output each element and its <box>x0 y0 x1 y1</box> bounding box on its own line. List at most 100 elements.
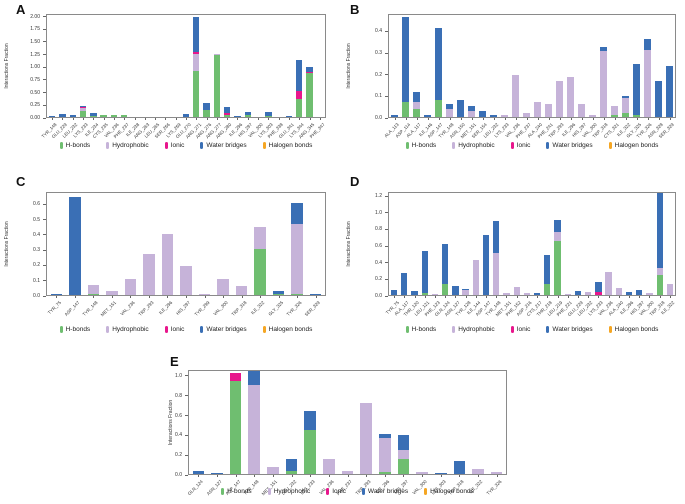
x-tick-mark <box>297 296 299 298</box>
x-tick-mark <box>424 296 426 298</box>
legend-label: H-bonds <box>411 142 437 149</box>
panel-letter: B <box>350 2 360 17</box>
bar-segment <box>229 380 242 474</box>
bar-segment <box>622 112 629 117</box>
legend-swatch <box>608 326 612 333</box>
y-tick-mark <box>185 434 188 436</box>
bar-segment <box>296 59 303 92</box>
y-tick-mark <box>185 454 188 456</box>
legend-item: H-bonds <box>59 326 90 333</box>
bar-segment <box>523 292 531 295</box>
legend-swatch <box>262 142 266 149</box>
y-tick-label: 0.1 <box>375 93 382 100</box>
bar-segment <box>79 106 87 108</box>
bar-segment <box>106 290 118 295</box>
x-tick-mark <box>475 296 477 298</box>
x-tick-mark <box>482 118 484 120</box>
bar-segment <box>493 220 500 254</box>
legend-item: Water bridges <box>200 142 247 149</box>
x-tick-mark <box>186 118 187 120</box>
x-tick-label: TYR_148 <box>81 300 99 317</box>
bar-segment <box>646 293 653 295</box>
bar-segment <box>656 193 663 268</box>
bar-segment <box>291 223 303 294</box>
bar-segment <box>244 115 251 117</box>
bar-segment <box>457 100 464 117</box>
bar-segment <box>391 114 398 117</box>
bar-segment <box>306 71 313 73</box>
legend-label: Halogen bonds <box>268 142 313 149</box>
x-tick-mark <box>449 118 451 120</box>
x-tick-mark <box>537 118 539 120</box>
bars-area <box>189 371 506 474</box>
bar-segment <box>544 284 551 295</box>
x-tick-mark <box>636 118 638 120</box>
x-tick-mark <box>52 118 54 120</box>
y-tick-mark <box>43 295 46 297</box>
y-tick-mark <box>385 262 388 264</box>
legend-swatch <box>405 326 409 333</box>
y-tick-mark <box>385 278 388 280</box>
legend-swatch <box>164 326 168 333</box>
bar-segment <box>402 102 409 117</box>
x-tick-mark <box>581 118 583 120</box>
bar-segment <box>534 102 541 117</box>
y-tick-label: 0.2 <box>375 276 382 283</box>
bar-segment <box>468 110 475 117</box>
y-tick-mark <box>43 219 46 221</box>
bar-segment <box>446 104 453 109</box>
bar-segment <box>622 95 629 98</box>
bar-segment <box>490 114 497 117</box>
legend-item: Halogen bonds <box>262 326 312 333</box>
bar-segment <box>605 271 612 295</box>
legend-item: Halogen bonds <box>424 488 474 495</box>
x-tick-mark <box>254 475 256 477</box>
x-tick-mark <box>83 118 85 120</box>
legend-item: Hydrophobic <box>452 142 495 149</box>
y-tick-mark <box>43 79 46 81</box>
bar-segment <box>655 80 662 117</box>
bar-segment <box>198 293 211 295</box>
x-tick-mark <box>237 118 239 120</box>
bar-segment <box>501 114 508 117</box>
x-tick-mark <box>196 118 198 120</box>
x-tick-label: TYR_299 <box>193 300 211 317</box>
x-tick-mark <box>404 296 406 298</box>
y-tick-label: 1.00 <box>30 64 40 71</box>
x-tick-mark <box>625 118 627 120</box>
x-tick-mark <box>526 118 528 120</box>
y-tick-mark <box>385 195 388 197</box>
x-tick-mark <box>235 475 237 477</box>
x-tick-mark <box>598 296 600 298</box>
bar-segment <box>462 290 469 295</box>
panel-letter: A <box>16 2 26 17</box>
y-tick-mark <box>385 295 388 297</box>
y-tick-label: 0.5 <box>33 216 40 223</box>
x-tick-mark <box>74 296 76 298</box>
bars-area <box>47 193 325 295</box>
bar-segment <box>379 472 391 474</box>
bar-segment <box>180 265 192 295</box>
legend-label: Halogen bonds <box>614 142 659 149</box>
bar-segment <box>600 51 607 117</box>
x-tick-mark <box>260 296 262 298</box>
x-tick-mark <box>659 296 661 298</box>
bar-segment <box>656 274 663 295</box>
bar-segment <box>296 91 303 99</box>
bar-segment <box>544 255 551 285</box>
x-tick-mark <box>155 118 157 120</box>
x-tick-label: VAL_236 <box>119 300 136 317</box>
x-tick-mark <box>496 475 498 477</box>
x-tick-mark <box>394 296 396 298</box>
legend-item: Ionic <box>510 326 530 333</box>
legend-label: Hydrophobic <box>112 142 149 149</box>
bar-segment <box>574 290 582 295</box>
x-tick-mark <box>537 296 539 298</box>
x-tick-mark <box>629 296 631 298</box>
x-tick-label: TRP_318 <box>230 300 248 317</box>
bar-segment <box>79 105 87 107</box>
legend-item: H-bonds <box>405 142 437 149</box>
legend: H-bonds Hydrophobic Ionic Water bridges Halo… <box>388 142 676 149</box>
y-tick-mark <box>385 212 388 214</box>
bar-segment <box>533 292 541 295</box>
